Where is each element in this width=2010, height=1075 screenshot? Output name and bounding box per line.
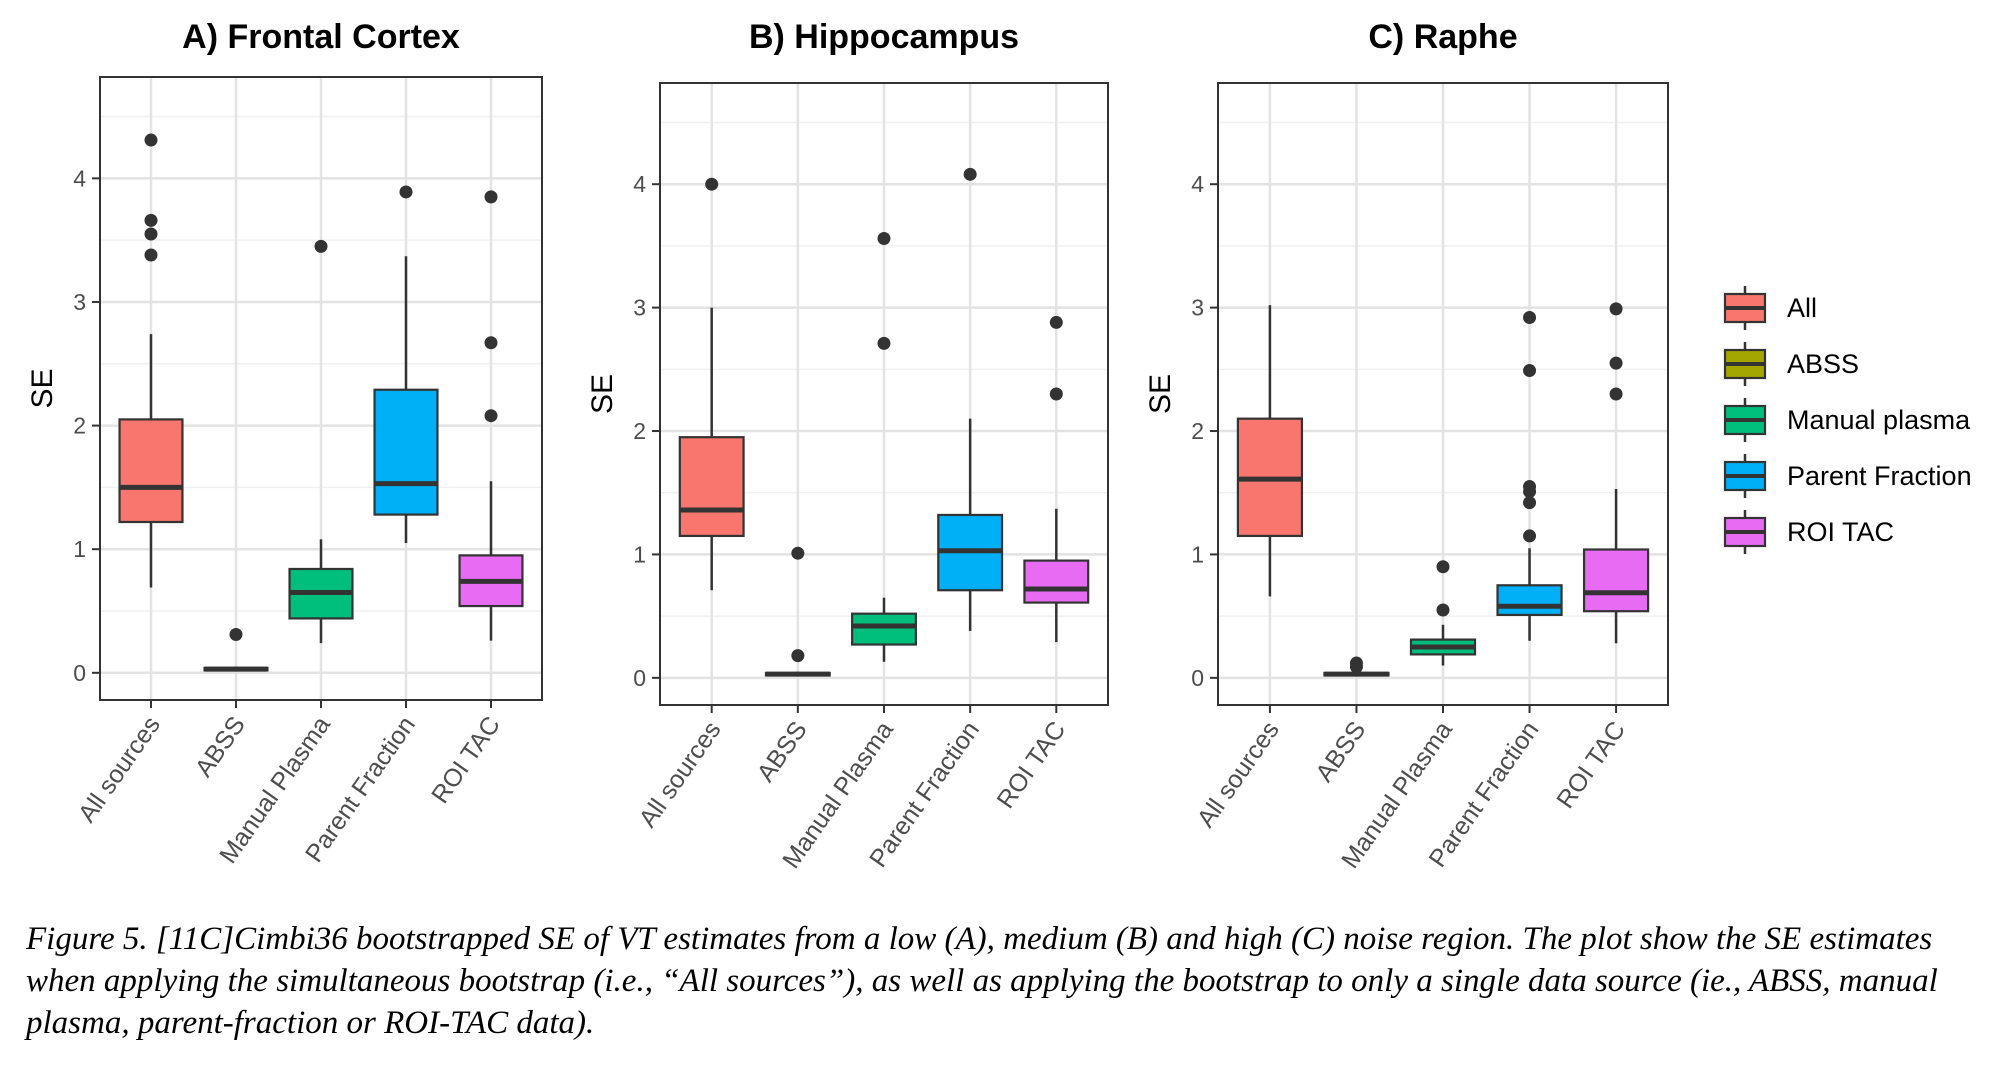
y-axis-label: SE — [586, 374, 619, 414]
outlier-point — [144, 133, 158, 147]
outlier-point — [484, 190, 498, 204]
x-tick-label: ROI TAC — [426, 711, 506, 808]
outlier-point — [1523, 310, 1537, 324]
figure-canvas: A) Frontal Cortex 0 1 2 3 4 SE All sources ABSS M… — [26, 18, 1972, 874]
panel-title: C) Raphe — [1368, 18, 1517, 56]
x-tick-label: All sources — [1192, 716, 1285, 832]
y-tick-label: 0 — [633, 665, 646, 691]
legend: All ABSS Manual plasma Parent Fraction ROI T… — [1723, 286, 1972, 554]
y-tick-label: 4 — [1191, 171, 1204, 197]
outlier-point — [1609, 387, 1623, 401]
outlier-point — [1609, 302, 1623, 316]
x-tick-label: ABSS — [190, 711, 251, 782]
box-parent-fraction — [1496, 310, 1563, 641]
outlier-point — [1349, 656, 1363, 670]
legend-item: All — [1723, 286, 1817, 330]
y-tick-label: 4 — [633, 171, 646, 197]
y-tick-label: 2 — [1191, 418, 1204, 444]
outlier-point — [791, 546, 805, 560]
outlier-point — [1049, 315, 1063, 329]
outlier-point — [1523, 364, 1537, 378]
y-tick-label: 3 — [1191, 295, 1204, 321]
outlier-point — [314, 239, 328, 253]
outlier-point — [144, 227, 158, 241]
outlier-point — [1436, 603, 1450, 617]
y-tick-label: 0 — [1191, 665, 1204, 691]
panel-title: A) Frontal Cortex — [182, 18, 460, 56]
outlier-point — [877, 336, 891, 350]
outlier-point — [705, 177, 719, 191]
box-abss — [1323, 656, 1390, 677]
outlier-point — [791, 649, 805, 663]
outlier-point — [1436, 560, 1450, 574]
x-tick-label: ABSS — [752, 716, 813, 787]
outlier-point — [484, 409, 498, 423]
box-iqr — [373, 388, 439, 516]
outlier-point — [877, 232, 891, 245]
legend-label: ABSS — [1787, 349, 1859, 379]
outlier-point — [1523, 480, 1537, 494]
outlier-point — [229, 627, 243, 641]
box-all — [678, 177, 745, 591]
outlier-point — [144, 213, 158, 227]
x-tick-label: ROI TAC — [1551, 716, 1631, 813]
legend-item: ROI TAC — [1723, 510, 1894, 554]
legend-label: Manual plasma — [1787, 405, 1971, 435]
y-axis-label: SE — [1144, 374, 1177, 414]
y-tick-label: 3 — [73, 289, 86, 315]
box-parent-fraction — [373, 185, 439, 544]
box-iqr — [851, 612, 917, 646]
box-roi-tac — [1023, 315, 1090, 643]
box-manual-plasma — [288, 239, 354, 644]
y-tick-label: 4 — [73, 165, 86, 191]
y-tick-label: 2 — [633, 418, 646, 444]
outlier-point — [1523, 529, 1537, 543]
outlier-point — [1049, 387, 1063, 401]
box-manual-plasma — [1409, 560, 1477, 666]
box-parent-fraction — [937, 167, 1004, 631]
box-all — [1236, 305, 1304, 597]
outlier-point — [1609, 356, 1623, 370]
box-iqr — [118, 418, 184, 524]
outlier-point — [399, 185, 413, 199]
outlier-point — [484, 336, 498, 350]
box-roi-tac — [458, 190, 524, 641]
outlier-point — [963, 167, 977, 181]
x-tick-label: ABSS — [1310, 716, 1371, 787]
box-iqr — [678, 436, 745, 538]
x-tick-label: All sources — [634, 716, 727, 832]
box-manual-plasma — [851, 232, 917, 662]
x-tick-label: ROI TAC — [991, 716, 1071, 813]
legend-item: Parent Fraction — [1723, 454, 1972, 498]
box-iqr — [1023, 559, 1090, 604]
legend-label: All — [1787, 293, 1817, 323]
y-tick-label: 2 — [73, 413, 86, 439]
outlier-point — [144, 248, 158, 262]
y-tick-label: 0 — [73, 660, 86, 686]
y-tick-label: 1 — [633, 541, 646, 567]
y-tick-label: 1 — [1191, 541, 1204, 567]
panel-title: B) Hippocampus — [749, 18, 1019, 56]
box-all — [118, 133, 184, 588]
outlier-point — [1523, 496, 1537, 510]
box-abss — [764, 546, 831, 677]
box-iqr — [1496, 584, 1563, 617]
y-axis-label: SE — [26, 368, 59, 408]
figure-caption: Figure 5. [11C]Cimbi36 bootstrapped SE o… — [26, 921, 1938, 1041]
box-roi-tac — [1582, 302, 1650, 644]
legend-label: Parent Fraction — [1787, 461, 1972, 491]
box-abss — [203, 627, 269, 672]
legend-item: ABSS — [1723, 342, 1859, 386]
y-tick-label: 1 — [73, 536, 86, 562]
legend-item: Manual plasma — [1723, 398, 1971, 442]
x-tick-label: All sources — [73, 711, 166, 827]
y-tick-label: 3 — [633, 295, 646, 321]
box-iqr — [1582, 548, 1650, 613]
legend-label: ROI TAC — [1787, 517, 1894, 547]
